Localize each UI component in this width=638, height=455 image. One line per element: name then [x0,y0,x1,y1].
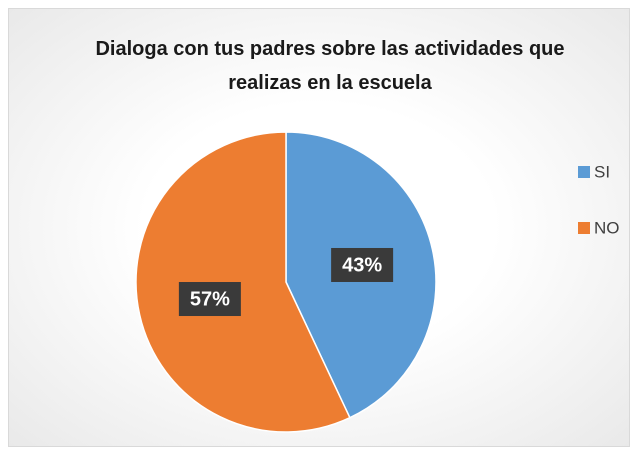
data-label: 43% [342,254,382,276]
pie-slice [135,131,351,433]
legend-swatch [578,166,590,178]
legend-label: NO [594,218,620,237]
data-label-box [178,282,241,317]
data-label-box [331,247,394,282]
legend-label: SI [594,162,610,181]
data-label: 57% [190,288,230,310]
chart-title: Dialoga con tus padres sobre las activid… [95,38,565,94]
legend-swatch [578,222,590,234]
